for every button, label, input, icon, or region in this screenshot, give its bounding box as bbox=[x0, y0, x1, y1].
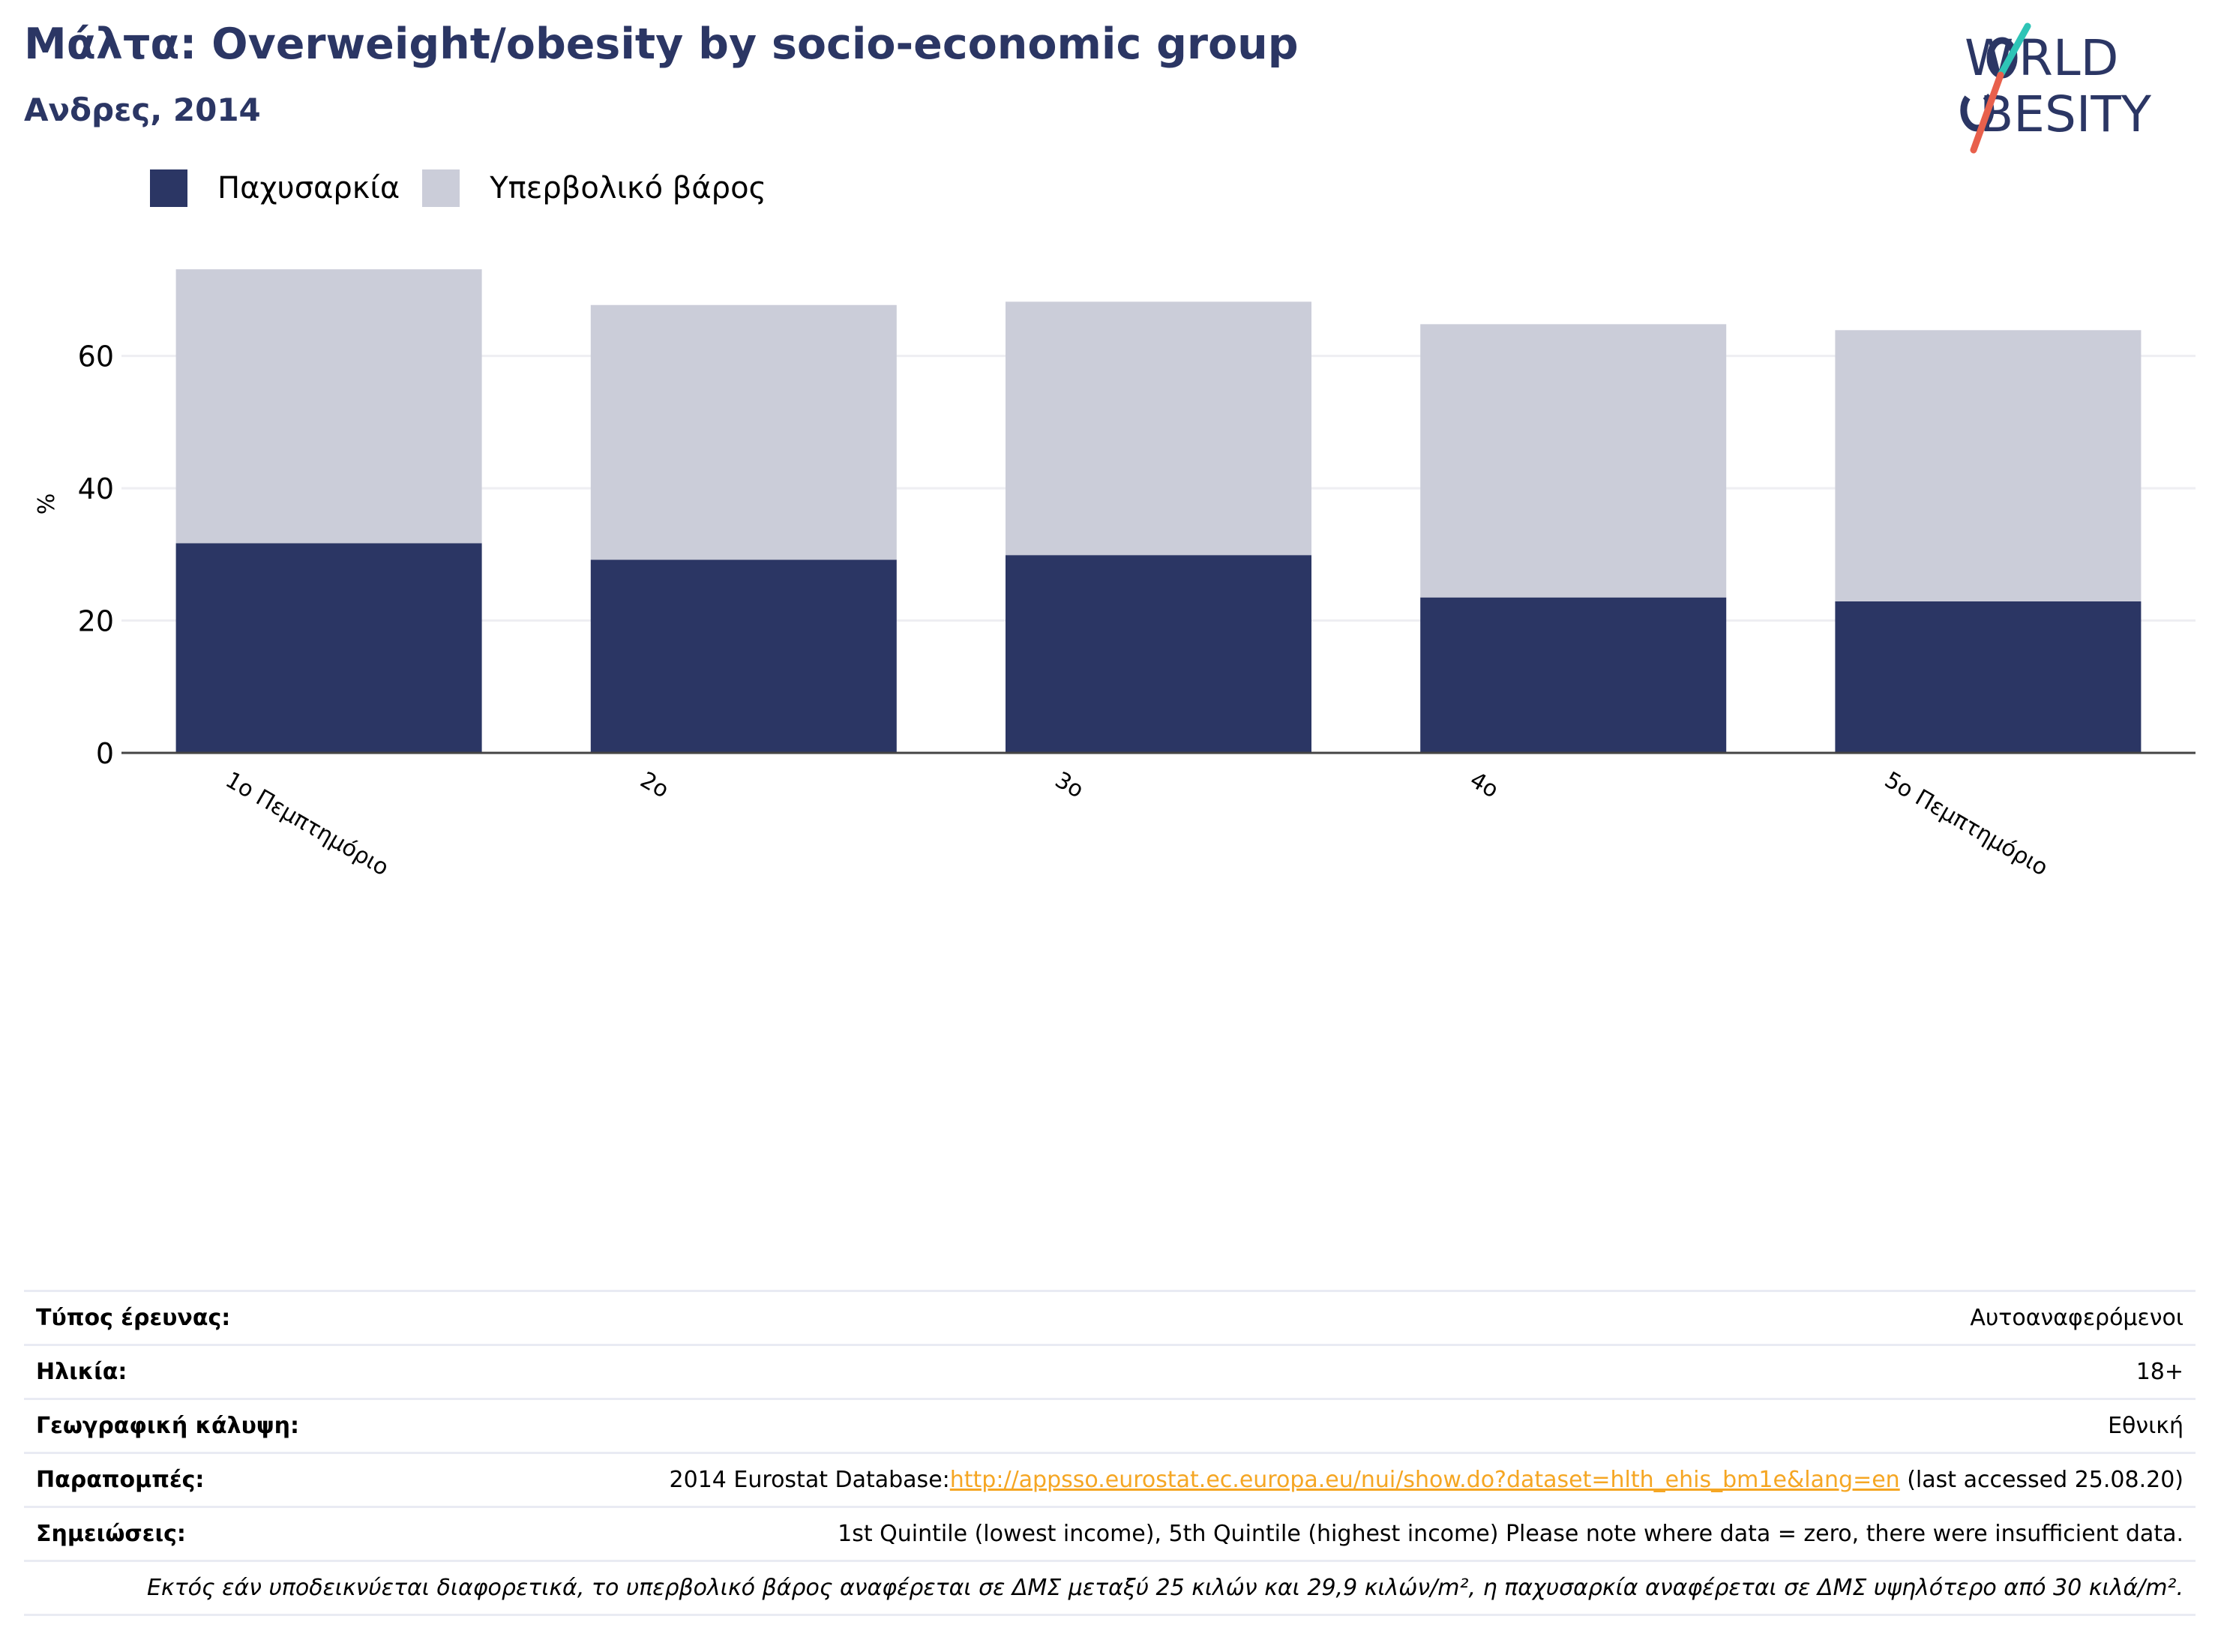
x-tick-label: 1ο Πεμπτημόριο bbox=[221, 767, 394, 882]
chart-subtitle: Ανδρες, 2014 bbox=[24, 91, 261, 128]
info-row-coverage: Γεωγραφική κάλυψη: Εθνική bbox=[24, 1398, 2196, 1453]
bar-obesity bbox=[1420, 597, 1727, 753]
bar-overweight bbox=[1006, 301, 1311, 556]
legend-item-overweight[interactable]: Υπερβολικό βάρος bbox=[422, 169, 766, 207]
bar-obesity bbox=[1006, 555, 1311, 753]
y-tick-label: 0 bbox=[96, 737, 114, 770]
stacked-bar-chart: 0 20 40 60% 1ο Πεμπτημόριο 2ο 3ο 4ο 5ο Πεμπτημόρ… bbox=[34, 269, 2196, 882]
x-tick-label: 2ο bbox=[636, 767, 673, 804]
bar-overweight bbox=[1835, 330, 2142, 601]
bar-overweight bbox=[175, 269, 482, 544]
world-obesity-logo: W RLD BESITY bbox=[1957, 22, 2197, 160]
info-row-survey-type: Τύπος έρευνας: Αυτοαναφερόμενοι bbox=[24, 1290, 2196, 1345]
x-tick-label: 4ο bbox=[1465, 767, 1503, 804]
y-tick-label: 60 bbox=[78, 340, 114, 373]
reference-link[interactable]: http://appsso.eurostat.ec.europa.eu/nui/… bbox=[949, 1467, 1900, 1493]
reference-suffix: (last accessed 25.08.20) bbox=[1899, 1467, 2184, 1493]
definition-note: Εκτός εάν υποδεικνύεται διαφορετικά, το … bbox=[24, 1560, 2196, 1616]
info-value: 18+ bbox=[365, 1344, 2196, 1399]
legend-swatch-overweight bbox=[422, 169, 460, 207]
info-row-age: Ηλικία: 18+ bbox=[24, 1344, 2196, 1399]
info-value: 1st Quintile (lowest income), 5th Quinti… bbox=[365, 1506, 2196, 1561]
chart-legend: Παχυσαρκία Υπερβολικό βάρος bbox=[150, 169, 789, 207]
info-table: Τύπος έρευνας: Αυτοαναφερόμενοι Ηλικία: … bbox=[24, 1290, 2196, 1616]
info-row-notes: Σημειώσεις: 1st Quintile (lowest income)… bbox=[24, 1506, 2196, 1561]
info-row-references: Παραπομπές: 2014 Eurostat Database:http:… bbox=[24, 1452, 2196, 1507]
info-value: Εθνική bbox=[365, 1398, 2196, 1453]
bar-overweight bbox=[1420, 324, 1727, 598]
y-tick-label: 40 bbox=[78, 472, 114, 505]
info-row-definition: Εκτός εάν υποδεικνύεται διαφορετικά, το … bbox=[24, 1560, 2196, 1616]
info-label: Σημειώσεις: bbox=[24, 1506, 366, 1561]
info-value: Αυτοαναφερόμενοι bbox=[365, 1290, 2196, 1345]
info-label: Τύπος έρευνας: bbox=[24, 1290, 366, 1345]
info-label: Γεωγραφική κάλυψη: bbox=[24, 1398, 366, 1453]
bar-obesity bbox=[590, 559, 897, 753]
bar-overweight bbox=[590, 304, 897, 560]
legend-label-obesity: Παχυσαρκία bbox=[217, 171, 400, 205]
bar-obesity bbox=[1835, 601, 2142, 753]
chart-title: Μάλτα: Overweight/obesity by socio-econo… bbox=[24, 19, 1299, 69]
svg-text:BESITY: BESITY bbox=[1980, 85, 2152, 143]
x-tick-label: 5ο Πεμπτημόριο bbox=[1880, 767, 2052, 882]
info-value: 2014 Eurostat Database:http://appsso.eur… bbox=[365, 1452, 2196, 1507]
y-axis-label: % bbox=[34, 493, 60, 515]
legend-swatch-obesity bbox=[150, 169, 187, 207]
info-label: Ηλικία: bbox=[24, 1344, 366, 1399]
svg-text:RLD: RLD bbox=[2019, 29, 2118, 87]
y-tick-label: 20 bbox=[78, 605, 114, 638]
x-tick-label: 3ο bbox=[1051, 767, 1088, 804]
bar-obesity bbox=[175, 543, 482, 753]
info-label: Παραπομπές: bbox=[24, 1452, 366, 1507]
legend-item-obesity[interactable]: Παχυσαρκία bbox=[150, 169, 400, 207]
legend-label-overweight: Υπερβολικό βάρος bbox=[490, 171, 767, 205]
reference-prefix: 2014 Eurostat Database: bbox=[669, 1467, 950, 1493]
